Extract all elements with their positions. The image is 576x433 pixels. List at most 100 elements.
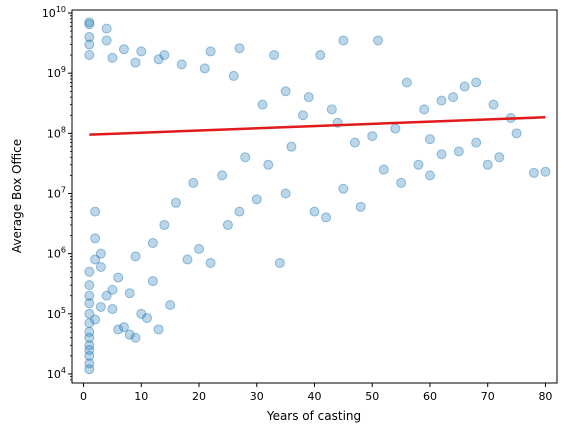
scatter-point xyxy=(222,219,233,230)
scatter-point xyxy=(142,313,153,324)
x-tick-label: 10 xyxy=(134,390,148,403)
y-tick-label: 107 xyxy=(47,185,66,200)
scatter-point xyxy=(280,86,291,97)
plot-area xyxy=(72,10,557,383)
scatter-point xyxy=(107,284,118,295)
scatter-point xyxy=(373,35,384,46)
scatter-point xyxy=(130,332,141,343)
scatter-point xyxy=(488,99,499,110)
y-tick-label: 104 xyxy=(47,366,66,381)
scatter-point xyxy=(84,17,95,28)
scatter-point xyxy=(170,197,181,208)
scatter-point xyxy=(107,304,118,315)
scatter-point xyxy=(424,170,435,181)
scatter-point xyxy=(101,290,112,301)
scatter-point xyxy=(84,280,95,291)
scatter-point xyxy=(349,137,360,148)
scatter-point xyxy=(194,243,205,254)
scatter-point xyxy=(153,54,164,65)
scatter-point xyxy=(130,57,141,68)
scatter-point xyxy=(147,238,158,249)
scatter-point xyxy=(159,219,170,230)
trend-line-group xyxy=(89,116,546,136)
x-tick-label: 40 xyxy=(308,390,322,403)
scatter-point xyxy=(228,70,239,81)
scatter-point xyxy=(205,46,216,57)
scatter-point xyxy=(95,301,106,312)
scatter-point xyxy=(413,159,424,170)
scatter-point xyxy=(182,254,193,265)
trend-line xyxy=(89,116,546,136)
y-tick-label: 1010 xyxy=(42,5,66,20)
scatter-point xyxy=(511,128,522,139)
scatter-point xyxy=(280,188,291,199)
scatter-point xyxy=(90,254,101,265)
x-axis-ticks: 0 10 20 30 40 50 60 70 80 xyxy=(80,383,552,403)
scatter-point xyxy=(90,206,101,217)
x-axis-label: Years of casting xyxy=(266,409,361,423)
scatter-point xyxy=(84,340,95,351)
y-tick-label: 105 xyxy=(47,306,66,321)
scatter-point xyxy=(234,206,245,217)
scatter-point xyxy=(482,159,493,170)
scatter-point xyxy=(84,50,95,61)
scatter-point xyxy=(84,266,95,277)
scatter-point xyxy=(453,146,464,157)
scatter-point xyxy=(84,290,95,301)
scatter-point xyxy=(176,59,187,70)
scatter-point xyxy=(130,251,141,262)
x-tick-label: 70 xyxy=(481,390,495,403)
scatter-point xyxy=(101,23,112,34)
scatter-point xyxy=(118,44,129,55)
scatter-point xyxy=(355,201,366,212)
scatter-point xyxy=(378,164,389,175)
scatter-point xyxy=(84,318,95,329)
scatter-point xyxy=(367,131,378,142)
scatter-point xyxy=(396,177,407,188)
scatter-point xyxy=(459,81,470,92)
scatter-point xyxy=(84,332,95,343)
scatter-point xyxy=(240,152,251,163)
scatter-point xyxy=(269,50,280,61)
y-tick-label: 106 xyxy=(47,246,66,261)
scatter-point xyxy=(84,350,95,361)
scatter-point xyxy=(124,329,135,340)
scatter-point xyxy=(205,257,216,268)
scatter-point xyxy=(124,288,135,299)
scatter-point xyxy=(101,35,112,46)
scatter-point xyxy=(436,149,447,160)
y-axis-label: Average Box Office xyxy=(10,139,24,253)
scatter-point xyxy=(217,170,228,181)
scatter-point xyxy=(84,358,95,369)
scatter-point xyxy=(95,261,106,272)
scatter-point xyxy=(286,141,297,152)
scatter-point xyxy=(84,19,95,30)
scatter-point xyxy=(147,276,158,287)
y-tick-label: 109 xyxy=(47,65,66,80)
scatter-point xyxy=(540,166,551,177)
scatter-point xyxy=(199,63,210,74)
scatter-point xyxy=(84,326,95,337)
scatter-point xyxy=(113,272,124,283)
scatter-point xyxy=(84,364,95,375)
x-tick-label: 0 xyxy=(80,390,87,403)
x-tick-label: 60 xyxy=(423,390,437,403)
y-tick-label: 108 xyxy=(47,125,66,140)
scatter-point xyxy=(338,35,349,46)
scatter-point xyxy=(448,92,459,103)
scatter-point xyxy=(84,298,95,309)
scatter-point xyxy=(188,177,199,188)
scatter-point xyxy=(113,324,124,335)
scatter-point xyxy=(84,39,95,50)
scatter-point xyxy=(84,308,95,319)
scatter-point xyxy=(401,77,412,88)
scatter-point xyxy=(136,308,147,319)
scatter-point xyxy=(90,314,101,325)
x-tick-label: 20 xyxy=(192,390,206,403)
scatter-point xyxy=(90,233,101,244)
scatter-point xyxy=(118,322,129,333)
x-tick-label: 80 xyxy=(538,390,552,403)
scatter-point xyxy=(263,159,274,170)
scatter-point xyxy=(165,300,176,311)
